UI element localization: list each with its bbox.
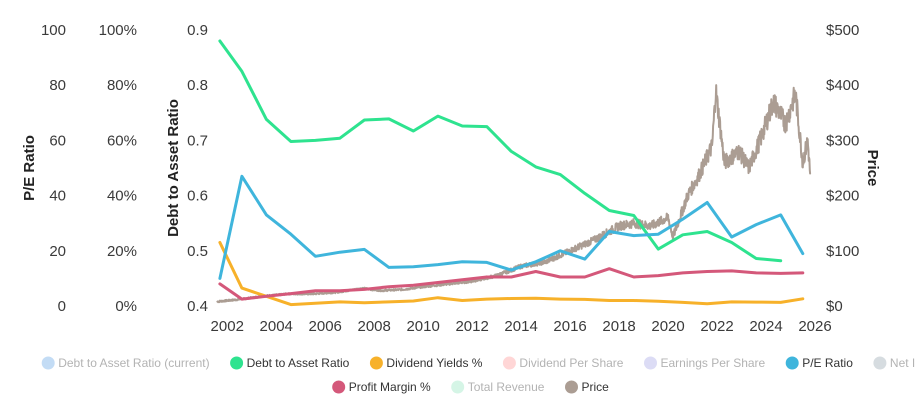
legend-item[interactable]: Debt to Asset Ratio (current): [41, 356, 210, 370]
series-layer: [216, 39, 812, 307]
x-tick-label: 2022: [700, 318, 733, 335]
price-tick-label: $400: [826, 77, 859, 94]
x-tick-label: 2020: [651, 318, 684, 335]
price-tick-label: $200: [826, 188, 859, 205]
legend-marker: [785, 356, 799, 370]
legend-marker: [332, 380, 346, 394]
legend-marker: [502, 356, 516, 370]
price-tick-label: $500: [826, 22, 859, 39]
percent-tick-label: 100%: [99, 22, 137, 39]
x-tick-label: 2006: [309, 318, 342, 335]
legend-marker: [451, 380, 465, 394]
pe-ratio-tick-label: 20: [49, 243, 66, 260]
dividend-yields-line[interactable]: [218, 241, 805, 307]
x-tick-label: 2008: [357, 318, 390, 335]
legend-item[interactable]: Net Income: [873, 356, 915, 370]
debt-to-asset-axis-title: Debt to Asset Ratio: [165, 99, 182, 237]
pe-ratio-tick-label: 60: [49, 132, 66, 149]
legend-label: Profit Margin %: [349, 380, 431, 394]
price-axis-title: Price: [864, 150, 881, 187]
price-line[interactable]: [216, 84, 812, 304]
legend-label: Price: [582, 380, 610, 394]
legend-marker: [873, 356, 887, 370]
legend-item[interactable]: Earnings Per Share: [644, 356, 766, 370]
pe-ratio-tick-label: 0: [58, 298, 66, 315]
legend-marker: [644, 356, 657, 370]
x-tick-label: 2026: [798, 318, 831, 335]
legend-item[interactable]: Dividend Per Share: [502, 356, 624, 370]
legend-item[interactable]: Debt to Asset Ratio: [230, 356, 350, 370]
pe-ratio-tick-label: 100: [41, 22, 66, 39]
price-tick-label: $100: [826, 243, 859, 260]
debt-to-asset-tick-label: 0.4: [187, 298, 208, 315]
legend-label: Earnings Per Share: [661, 356, 766, 370]
legend-marker: [230, 356, 244, 370]
legend-label: Debt to Asset Ratio (current): [58, 356, 209, 370]
legend-label: Net Income: [890, 356, 915, 370]
x-tick-label: 2012: [455, 318, 488, 335]
x-tick-label: 2010: [406, 318, 439, 335]
x-tick-label: 2014: [504, 318, 537, 335]
percent-tick-label: 0%: [115, 298, 137, 315]
debt-to-asset-ratio-line[interactable]: [218, 39, 783, 263]
x-tick-label: 2016: [553, 318, 586, 335]
debt-to-asset-tick-label: 0.6: [187, 188, 208, 205]
p-e-ratio-line[interactable]: [218, 174, 805, 280]
debt-to-asset-tick-label: 0.8: [187, 77, 208, 94]
x-tick-label: 2002: [211, 318, 244, 335]
legend-item[interactable]: Dividend Yields %: [369, 356, 483, 370]
legend-label: Dividend Yields %: [386, 356, 482, 370]
legend-item[interactable]: Total Revenue: [451, 380, 545, 394]
profit-margin-line[interactable]: [218, 267, 805, 301]
legend-label: Debt to Asset Ratio: [247, 356, 350, 370]
x-tick-label: 2004: [260, 318, 293, 335]
percent-tick-label: 60%: [107, 132, 137, 149]
x-tick-label: 2018: [602, 318, 635, 335]
debt-to-asset-tick-label: 0.9: [187, 22, 208, 39]
legend-marker: [565, 380, 578, 394]
legend-label: P/E Ratio: [802, 356, 853, 370]
legend[interactable]: Debt to Asset Ratio (current) Debt to Ass…: [41, 356, 915, 394]
percent-tick-label: 20%: [107, 243, 137, 260]
percent-tick-label: 40%: [107, 188, 137, 205]
debt-to-asset-tick-label: 0.7: [187, 132, 208, 149]
percent-tick-label: 80%: [107, 77, 137, 94]
legend-item[interactable]: Profit Margin %: [332, 380, 431, 394]
legend-item[interactable]: P/E Ratio: [785, 356, 854, 370]
x-tick-label: 2024: [749, 318, 782, 335]
legend-item[interactable]: Price: [565, 380, 609, 394]
legend-label: Dividend Per Share: [519, 356, 623, 370]
price-tick-label: $0: [826, 298, 843, 315]
pe-ratio-tick-label: 80: [49, 77, 66, 94]
axes-layer: 0 20 40 60 80 100 P/E Ratio 0% 20% 40% 60% 80% 100% 0…: [21, 22, 881, 335]
price-tick-label: $300: [826, 132, 859, 149]
legend-marker: [41, 356, 55, 370]
debt-to-asset-tick-label: 0.5: [187, 243, 208, 260]
legend-marker: [369, 356, 383, 370]
legend-label: Total Revenue: [468, 380, 545, 394]
pe-ratio-axis-title: P/E Ratio: [21, 135, 38, 201]
pe-ratio-tick-label: 40: [49, 188, 66, 205]
